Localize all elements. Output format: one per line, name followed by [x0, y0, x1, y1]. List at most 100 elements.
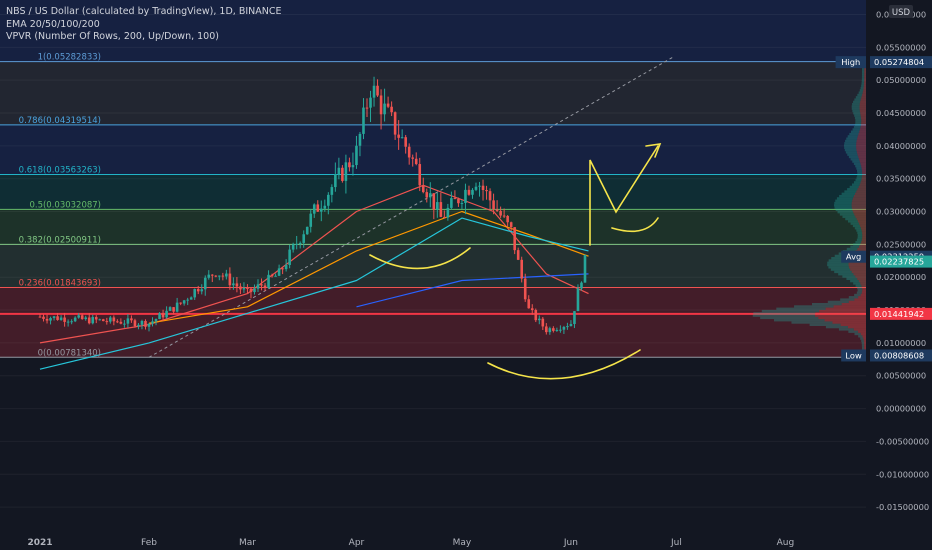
candle[interactable] — [288, 249, 291, 265]
candle[interactable] — [59, 317, 63, 320]
candle[interactable] — [38, 316, 42, 318]
candle[interactable] — [573, 311, 576, 324]
candle[interactable] — [158, 313, 161, 320]
candle[interactable] — [400, 137, 404, 139]
candle[interactable] — [305, 226, 309, 235]
candle[interactable] — [552, 328, 555, 331]
candle[interactable] — [527, 299, 531, 309]
candle[interactable] — [404, 137, 407, 147]
candle[interactable] — [541, 318, 545, 327]
drawing-arc-right[interactable] — [611, 217, 659, 233]
candle[interactable] — [91, 317, 95, 324]
candle[interactable] — [109, 317, 112, 322]
candle[interactable] — [98, 319, 102, 321]
candle[interactable] — [460, 203, 464, 205]
candle[interactable] — [530, 308, 534, 311]
ema-line[interactable] — [148, 210, 589, 324]
candle[interactable] — [284, 264, 288, 270]
candle[interactable] — [260, 284, 263, 286]
candle[interactable] — [165, 310, 168, 318]
candle[interactable] — [249, 288, 253, 293]
candle[interactable] — [119, 321, 123, 324]
candle[interactable] — [323, 205, 327, 209]
candle[interactable] — [253, 288, 256, 293]
vpvr-indicator-label[interactable]: VPVR (Number Of Rows, 200, Up/Down, 100) — [6, 31, 219, 42]
candle[interactable] — [66, 321, 70, 323]
candle[interactable] — [200, 289, 204, 292]
candle[interactable] — [116, 321, 119, 323]
candle[interactable] — [179, 302, 182, 304]
candle[interactable] — [94, 317, 98, 320]
ema-indicator-label[interactable]: EMA 20/50/100/200 — [6, 18, 100, 30]
candle[interactable] — [583, 254, 587, 283]
candle[interactable] — [87, 317, 91, 324]
candle[interactable] — [49, 318, 52, 321]
candle[interactable] — [439, 202, 443, 217]
candle[interactable] — [316, 204, 320, 212]
candle[interactable] — [393, 112, 397, 135]
candle[interactable] — [365, 107, 369, 109]
candle[interactable] — [502, 215, 506, 217]
candle[interactable] — [73, 317, 77, 322]
candle[interactable] — [45, 318, 49, 321]
candle[interactable] — [182, 300, 186, 304]
candle[interactable] — [351, 165, 355, 168]
candle[interactable] — [523, 278, 527, 300]
candle[interactable] — [309, 213, 313, 227]
ema-line[interactable] — [356, 273, 589, 308]
candle[interactable] — [239, 286, 242, 290]
candle[interactable] — [421, 185, 425, 193]
candle[interactable] — [291, 244, 295, 250]
candle[interactable] — [513, 227, 516, 251]
candle[interactable] — [492, 200, 495, 210]
candle[interactable] — [341, 167, 344, 181]
candle[interactable] — [168, 307, 172, 311]
candle[interactable] — [566, 326, 569, 328]
candle[interactable] — [390, 106, 393, 113]
currency-button[interactable] — [889, 5, 913, 18]
candle[interactable] — [210, 274, 214, 276]
candle[interactable] — [84, 317, 88, 320]
candle[interactable] — [372, 85, 376, 98]
candle[interactable] — [312, 204, 316, 214]
candle[interactable] — [495, 209, 499, 211]
candle[interactable] — [516, 250, 520, 260]
candle[interactable] — [196, 289, 200, 292]
candle[interactable] — [467, 189, 471, 195]
candle[interactable] — [411, 157, 415, 159]
candle[interactable] — [63, 317, 66, 322]
candle[interactable] — [545, 326, 548, 333]
candle[interactable] — [203, 277, 207, 290]
candle[interactable] — [344, 162, 348, 181]
candle[interactable] — [453, 198, 457, 200]
candle[interactable] — [407, 146, 411, 158]
candle[interactable] — [436, 202, 439, 210]
candle[interactable] — [263, 285, 267, 288]
candle[interactable] — [277, 268, 281, 276]
candle[interactable] — [559, 329, 562, 331]
candle[interactable] — [334, 174, 337, 188]
candle[interactable] — [302, 234, 306, 243]
candle[interactable] — [52, 316, 56, 319]
candle[interactable] — [488, 191, 492, 201]
candle[interactable] — [112, 317, 116, 322]
drawing-arrow-head[interactable] — [645, 143, 662, 158]
candle[interactable] — [376, 85, 379, 96]
candle[interactable] — [534, 310, 538, 321]
ema-line[interactable] — [39, 217, 589, 370]
candle[interactable] — [555, 329, 559, 331]
candle[interactable] — [147, 323, 151, 327]
candle[interactable] — [457, 198, 460, 204]
symbol-title[interactable]: NBS / US Dollar (calculated by TradingVi… — [6, 6, 282, 17]
candle[interactable] — [228, 273, 232, 286]
candle[interactable] — [509, 222, 513, 228]
drawing-arc-left[interactable] — [369, 247, 471, 270]
candle[interactable] — [105, 321, 109, 323]
candle[interactable] — [189, 297, 193, 300]
candle[interactable] — [144, 320, 147, 327]
candle[interactable] — [175, 302, 179, 312]
candle[interactable] — [386, 103, 390, 107]
candle[interactable] — [428, 193, 432, 198]
candle[interactable] — [327, 194, 330, 206]
